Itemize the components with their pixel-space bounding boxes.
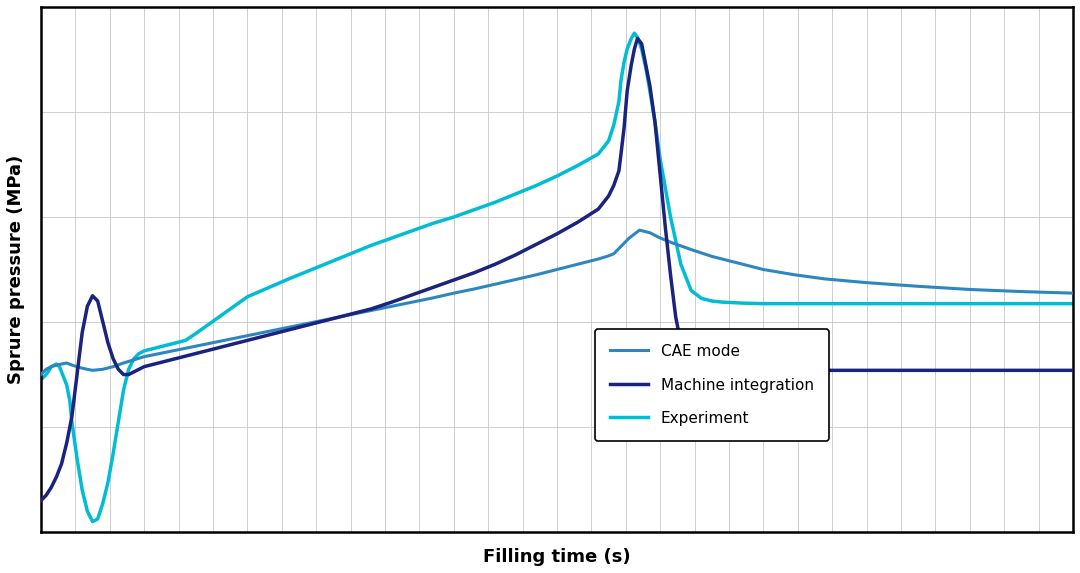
Machine integration: [1067, 367, 1080, 374]
Machine integration: [427, 284, 440, 291]
Experiment: [551, 172, 564, 179]
Experiment: [530, 182, 543, 189]
CAE mode: [603, 253, 616, 260]
Experiment: [737, 300, 750, 307]
CAE mode: [179, 345, 192, 352]
Experiment: [603, 138, 616, 144]
CAE mode: [323, 316, 336, 323]
CAE mode: [1015, 288, 1028, 295]
Machine integration: [35, 497, 48, 504]
Machine integration: [302, 321, 315, 328]
CAE mode: [35, 371, 48, 378]
Machine integration: [102, 340, 114, 347]
Line: CAE mode: CAE mode: [41, 230, 1074, 375]
Line: Machine integration: Machine integration: [41, 38, 1074, 501]
Line: Experiment: Experiment: [41, 33, 1074, 521]
CAE mode: [159, 349, 172, 356]
CAE mode: [633, 227, 646, 234]
Machine integration: [631, 35, 644, 42]
Legend: CAE mode, Machine integration, Experiment: CAE mode, Machine integration, Experimen…: [595, 329, 828, 441]
Experiment: [615, 77, 627, 84]
X-axis label: Filling time (s): Filling time (s): [483, 548, 631, 566]
Experiment: [1067, 300, 1080, 307]
Experiment: [35, 376, 48, 383]
Machine integration: [627, 45, 640, 52]
Machine integration: [60, 439, 73, 446]
Experiment: [282, 276, 295, 282]
CAE mode: [1067, 290, 1080, 297]
Machine integration: [189, 350, 202, 357]
Experiment: [86, 518, 99, 525]
Y-axis label: Sprure pressure (MPa): Sprure pressure (MPa): [6, 155, 25, 384]
CAE mode: [365, 307, 378, 314]
Experiment: [627, 30, 640, 37]
